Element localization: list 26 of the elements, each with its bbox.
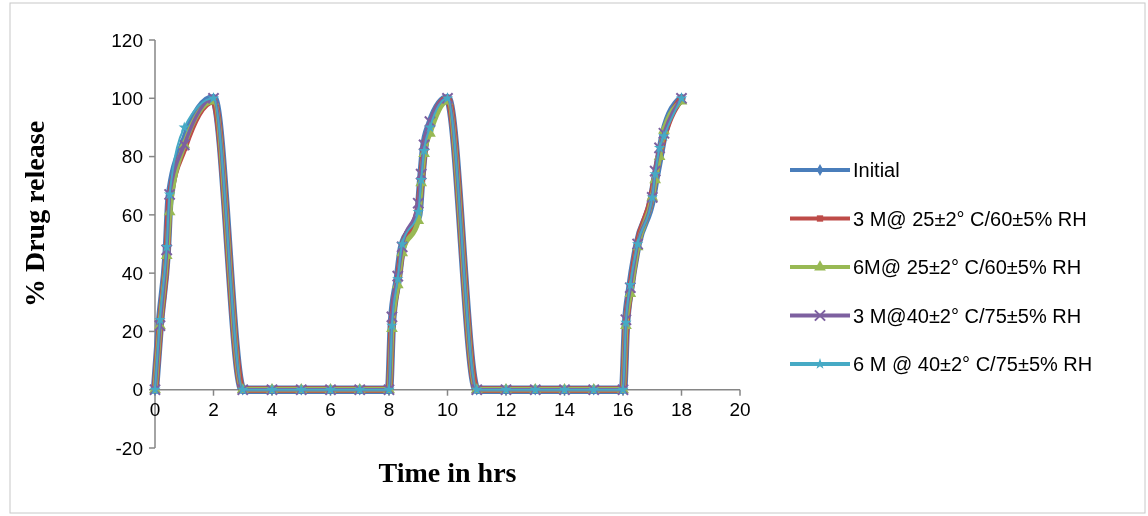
x-tick-label: 20 (729, 398, 751, 420)
y-axis-title: % Drug release (19, 120, 50, 308)
y-tick-label: 20 (121, 321, 143, 343)
x-tick-label: 0 (149, 398, 161, 420)
x-tick-label: 18 (670, 398, 693, 420)
legend-label: 3 M@40±2° C/75±5% RH (853, 304, 1082, 327)
x-tick-label: 8 (383, 398, 395, 420)
x-tick-label: 14 (553, 398, 576, 420)
x-tick-label: 12 (495, 398, 517, 420)
x-tick-label: 6 (325, 398, 336, 420)
legend-label: 3 M@ 25±2° C/60±5% RH (853, 207, 1087, 230)
x-tick-label: 10 (436, 398, 459, 420)
y-tick-label: 120 (111, 29, 143, 51)
x-tick-label: 16 (612, 398, 634, 420)
y-tick-label: 40 (121, 262, 143, 284)
y-tick-label: 100 (111, 87, 143, 109)
x-axis-title: Time in hrs (378, 457, 517, 488)
y-tick-label: 0 (132, 379, 143, 401)
legend-label: 6 M @ 40±2° C/75±5% RH (853, 353, 1093, 375)
legend-label: 6M@ 25±2° C/60±5% RH (853, 256, 1082, 278)
y-tick-label: 60 (121, 204, 143, 226)
legend-label: Initial (853, 159, 900, 181)
y-tick-label: -20 (115, 437, 143, 459)
x-tick-label: 4 (266, 398, 278, 420)
y-tick-label: 80 (121, 146, 143, 168)
x-tick-label: 2 (208, 398, 219, 420)
